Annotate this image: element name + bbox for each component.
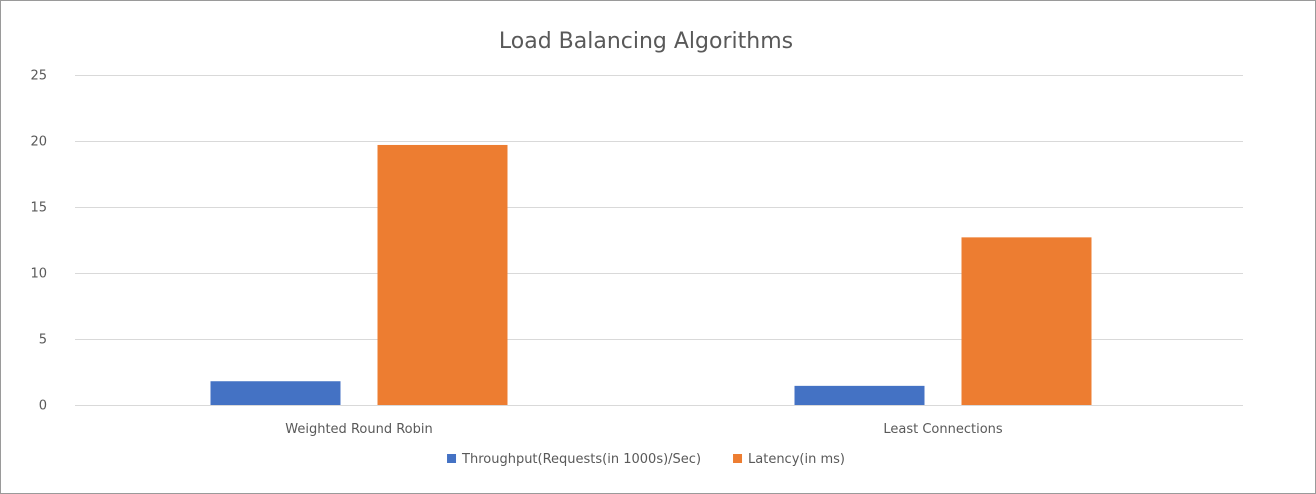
bars bbox=[210, 144, 1092, 405]
y-tick-label: 15 bbox=[30, 201, 47, 216]
legend-item-throughput: Throughput(Requests(in 1000s)/Sec) bbox=[447, 452, 701, 467]
bar-latency-weighted-round-robin bbox=[377, 144, 508, 405]
y-tick-label: 5 bbox=[39, 333, 47, 348]
y-tick-label: 10 bbox=[30, 267, 47, 282]
legend: Throughput(Requests(in 1000s)/Sec) Latenc… bbox=[447, 452, 845, 467]
bar-throughput-weighted-round-robin bbox=[210, 381, 341, 405]
y-tick-label: 20 bbox=[30, 135, 47, 150]
x-tick-label: Least Connections bbox=[883, 422, 1003, 437]
y-tick-label: 25 bbox=[30, 69, 47, 84]
bar-throughput-least-connections bbox=[794, 385, 925, 405]
bar-latency-least-connections bbox=[961, 237, 1092, 405]
gridlines bbox=[75, 75, 1243, 406]
legend-item-latency: Latency(in ms) bbox=[733, 452, 845, 467]
x-axis-tick-labels: Weighted Round Robin Least Connections bbox=[285, 422, 1003, 437]
legend-label: Throughput(Requests(in 1000s)/Sec) bbox=[461, 452, 701, 467]
y-tick-label: 0 bbox=[39, 399, 47, 414]
legend-swatch bbox=[447, 454, 457, 463]
x-tick-label: Weighted Round Robin bbox=[285, 422, 432, 437]
y-axis-tick-labels: 0 5 10 15 20 25 bbox=[30, 69, 47, 414]
legend-swatch bbox=[733, 454, 743, 463]
chart-title: Load Balancing Algorithms bbox=[499, 29, 793, 54]
legend-label: Latency(in ms) bbox=[748, 452, 845, 467]
